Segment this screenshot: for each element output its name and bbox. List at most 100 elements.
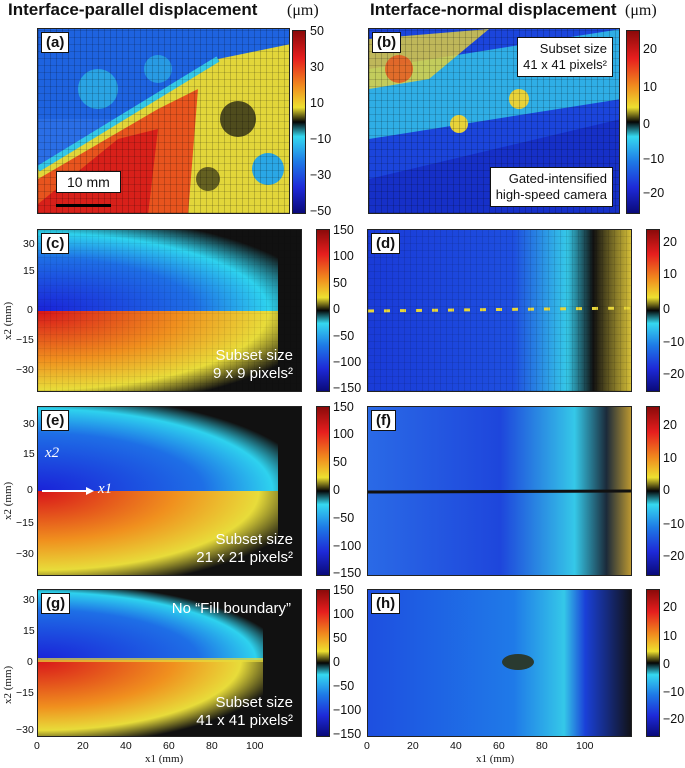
cbar-d-tick: 20: [663, 235, 677, 249]
scale-bar-label: 10 mm: [56, 171, 121, 193]
colorbar-b: [626, 30, 640, 214]
y-axis-label-e: x2 (mm): [2, 481, 14, 520]
cbar-h-tick: −20: [663, 712, 685, 726]
cbar-f-tick: 10: [663, 451, 677, 465]
x-tick: 20: [77, 740, 89, 752]
panel-f-label: (f): [371, 410, 396, 431]
panel-c-label: (c): [41, 233, 70, 254]
cbar-a-tick: −10: [310, 132, 332, 146]
right-column-title: Interface-normal displacement: [370, 0, 617, 19]
panel-b-subset-box: Subset size 41 x 41 pixels²: [517, 37, 613, 77]
y-tick: 30: [23, 594, 35, 606]
cbar-a-tick: −50: [310, 204, 332, 218]
panel-b-image: (b) Subset size 41 x 41 pixels² Gated-in…: [368, 28, 620, 214]
left-unit-label: (μm): [287, 2, 319, 19]
x-tick: 40: [120, 740, 132, 752]
cbar-e-tick: 50: [333, 455, 347, 469]
y-tick: 0: [27, 656, 33, 668]
y-tick: 15: [23, 625, 35, 637]
cbar-a-tick: −30: [310, 168, 332, 182]
cbar-c-tick: 50: [333, 276, 347, 290]
cbar-e-tick: 150: [333, 400, 354, 414]
y-tick: 30: [23, 418, 35, 430]
x-tick: 40: [450, 740, 462, 752]
x-axis-label-h: x1 (mm): [476, 753, 515, 765]
panel-c-subset-line1: Subset size: [215, 347, 293, 364]
colorbar-c: [316, 229, 330, 392]
panel-f-image: (f): [367, 406, 632, 576]
panel-d-label: (d): [371, 233, 401, 254]
panel-b-subset-line2: 41 x 41 pixels²: [523, 57, 607, 72]
axis-x1-indicator: x1: [98, 481, 113, 497]
y-tick: 30: [23, 238, 35, 250]
y-tick: −30: [16, 364, 34, 376]
panel-g-label: (g): [41, 593, 71, 614]
cbar-h-tick: −10: [663, 685, 685, 699]
cbar-c-tick: −50: [333, 329, 355, 343]
panel-b-camera-line2: high-speed camera: [495, 187, 607, 202]
cbar-c-tick: 150: [333, 223, 354, 237]
cbar-d-tick: −20: [663, 367, 685, 381]
cbar-d-tick: 0: [663, 302, 670, 316]
x-tick: 20: [407, 740, 419, 752]
left-column-title: Interface-parallel displacement: [8, 0, 258, 19]
panel-g-subset-line1: Subset size: [215, 694, 293, 711]
cbar-a-tick: 50: [310, 24, 324, 38]
cbar-g-tick: −100: [333, 703, 362, 717]
cbar-h-tick: 20: [663, 600, 677, 614]
cbar-e-tick: 100: [333, 427, 354, 441]
panel-c-image: (c) Subset size 9 x 9 pixels²: [37, 229, 302, 392]
cbar-b-tick: −10: [643, 152, 665, 166]
y-tick: 0: [27, 304, 33, 316]
cbar-c-tick: 100: [333, 249, 354, 263]
colorbar-f: [646, 406, 660, 576]
y-axis-label-g: x2 (mm): [2, 665, 14, 704]
cbar-g-tick: 0: [333, 655, 340, 669]
cbar-d-tick: 10: [663, 267, 677, 281]
colorbar-d: [646, 229, 660, 392]
cbar-f-tick: 0: [663, 483, 670, 497]
x-tick: 60: [163, 740, 175, 752]
x-tick: 100: [576, 740, 594, 752]
cbar-f-tick: 20: [663, 418, 677, 432]
axis-x2-indicator: x2: [45, 445, 60, 461]
panel-g-subset-line2: 41 x 41 pixels²: [196, 712, 293, 729]
cbar-a-tick: 10: [310, 96, 324, 110]
panel-c-subset-text: Subset size 9 x 9 pixels²: [213, 347, 293, 383]
cbar-g-tick: 100: [333, 607, 354, 621]
x-tick: 80: [536, 740, 548, 752]
cbar-b-tick: 10: [643, 80, 657, 94]
panel-e-subset-line2: 21 x 21 pixels²: [196, 549, 293, 566]
panel-g-subset-text: Subset size 41 x 41 pixels²: [196, 694, 293, 730]
x-tick: 0: [34, 740, 40, 752]
panel-e-label: (e): [41, 410, 70, 431]
panel-a-image: (a) 10 mm: [37, 28, 290, 214]
cbar-h-tick: 10: [663, 629, 677, 643]
panel-e-image: (e) x2 x1 Subset size 21 x 21 pixels²: [37, 406, 302, 576]
x-tick: 0: [364, 740, 370, 752]
panel-h-label: (h): [371, 593, 401, 614]
y-tick: 15: [23, 448, 35, 460]
panel-b-subset-line1: Subset size: [539, 41, 607, 56]
panel-e-subset-line1: Subset size: [215, 531, 293, 548]
cbar-b-tick: 0: [643, 117, 650, 131]
colorbar-h: [646, 589, 660, 737]
cbar-e-tick: −150: [333, 566, 362, 580]
y-tick: −15: [16, 334, 34, 346]
panel-g-image: (g) No “Fill boundary” Subset size 41 x …: [37, 589, 302, 737]
x-tick: 100: [246, 740, 264, 752]
y-tick: −30: [16, 548, 34, 560]
cbar-a-tick: 30: [310, 60, 324, 74]
cbar-f-tick: −20: [663, 549, 685, 563]
cbar-e-tick: −50: [333, 511, 355, 525]
y-tick: 15: [23, 265, 35, 277]
cbar-f-tick: −10: [663, 517, 685, 531]
cbar-g-tick: −150: [333, 727, 362, 741]
cbar-g-tick: −50: [333, 679, 355, 693]
cbar-c-tick: −100: [333, 355, 362, 369]
colorbar-a: [292, 30, 306, 214]
cbar-b-tick: 20: [643, 42, 657, 56]
x-tick: 80: [206, 740, 218, 752]
y-tick: 0: [27, 484, 33, 496]
cbar-c-tick: −150: [333, 381, 362, 395]
